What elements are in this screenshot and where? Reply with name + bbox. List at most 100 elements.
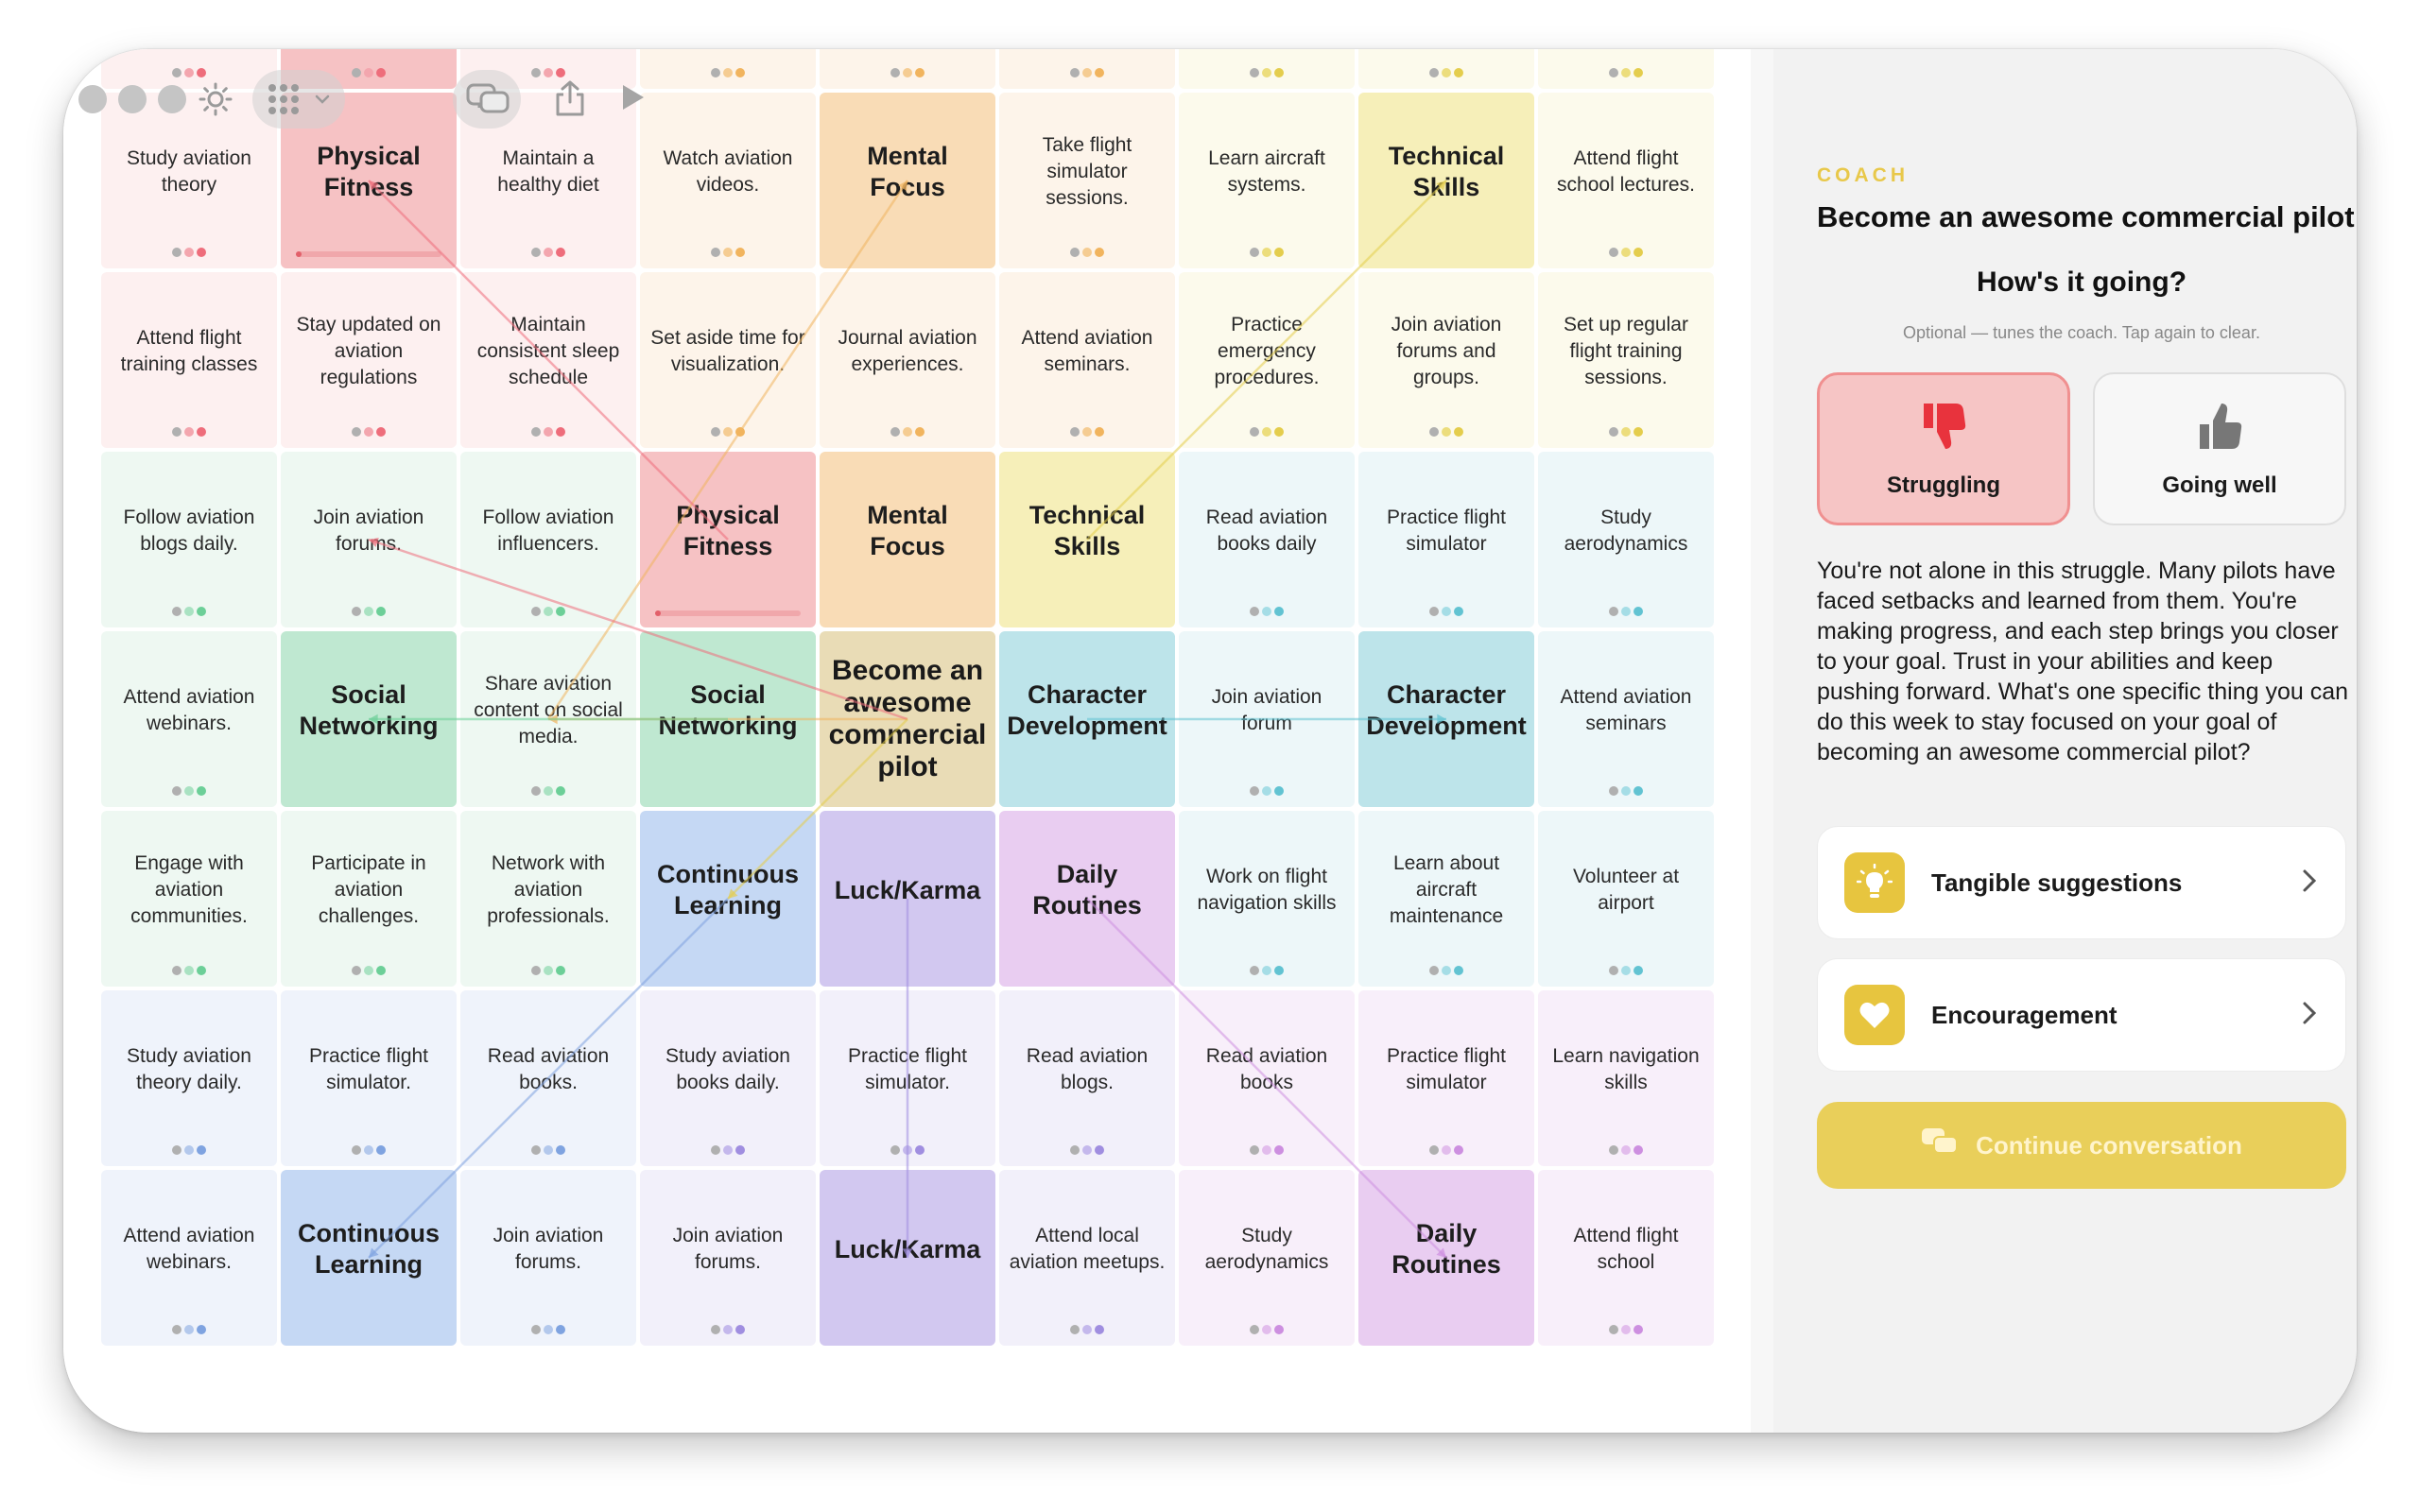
status-dots[interactable] (531, 248, 565, 257)
category-cell[interactable]: Luck/Karma (820, 1170, 995, 1346)
tangible-suggestions-button[interactable]: Tangible suggestions (1817, 826, 2346, 939)
status-dots[interactable] (1070, 1325, 1104, 1334)
task-cell[interactable]: Attend local aviation meetups. (999, 1170, 1175, 1346)
category-cell[interactable]: Continuous Learning (281, 1170, 457, 1346)
status-dots[interactable] (1609, 1325, 1643, 1334)
task-cell[interactable]: Practice navigation skills. (1358, 49, 1534, 89)
status-dots[interactable] (1609, 68, 1643, 77)
encouragement-button[interactable]: Encouragement (1817, 958, 2346, 1072)
chat-button[interactable] (453, 70, 521, 129)
category-cell[interactable]: Daily Routines (999, 811, 1175, 987)
status-dots[interactable] (352, 966, 386, 975)
task-cell[interactable]: Read aviation books. (999, 49, 1175, 89)
category-cell[interactable]: Social Networking (281, 631, 457, 807)
task-cell[interactable]: Practice flight simulator. (820, 990, 995, 1166)
category-cell[interactable]: Continuous Learning (640, 811, 816, 987)
task-cell[interactable]: Study aerodynamics (1538, 452, 1714, 627)
status-dots[interactable] (172, 786, 206, 796)
category-cell[interactable]: Mental Focus (820, 93, 995, 268)
task-cell[interactable]: Attend aviation webinars. (101, 1170, 277, 1346)
status-dots[interactable] (352, 68, 386, 77)
task-cell[interactable]: Attend aviation seminars (1538, 631, 1714, 807)
status-dots[interactable] (711, 427, 745, 437)
status-dots[interactable] (172, 68, 206, 77)
status-dots[interactable] (1250, 786, 1284, 796)
task-cell[interactable]: Complete online flight simulation. (1538, 49, 1714, 89)
task-cell[interactable]: Read aviation books. (460, 990, 636, 1166)
status-dots[interactable] (531, 1145, 565, 1155)
status-dots[interactable] (1250, 248, 1284, 257)
status-dots[interactable] (172, 607, 206, 616)
status-dots[interactable] (1429, 607, 1463, 616)
task-cell[interactable]: Attend aviation webinars. (101, 631, 277, 807)
task-cell[interactable]: Study aerodynamics (1179, 1170, 1355, 1346)
status-dots[interactable] (531, 786, 565, 796)
task-cell[interactable]: Learn about aircraft maintenance (1358, 811, 1534, 987)
task-cell[interactable]: Join aviation forums. (640, 1170, 816, 1346)
task-cell[interactable]: Study aviation books daily. (640, 990, 816, 1166)
status-dots[interactable] (531, 966, 565, 975)
task-cell[interactable]: Follow aviation influencers. (460, 452, 636, 627)
center-goal-cell[interactable]: Become an awesome commercial pilot (820, 631, 995, 807)
category-cell[interactable]: Technical Skills (999, 452, 1175, 627)
status-dots[interactable] (1250, 1145, 1284, 1155)
task-cell[interactable]: Practice flight simulator. (281, 990, 457, 1166)
task-cell[interactable]: Work on flight navigation skills (1179, 811, 1355, 987)
continue-conversation-button[interactable]: Continue conversation (1817, 1102, 2346, 1189)
category-cell[interactable]: Mental Focus (820, 452, 995, 627)
status-dots[interactable] (352, 607, 386, 616)
task-cell[interactable]: Learn aircraft systems. (1179, 93, 1355, 268)
status-dots[interactable] (890, 1145, 925, 1155)
status-dots[interactable] (711, 1325, 745, 1334)
category-cell[interactable]: Luck/Karma (820, 811, 995, 987)
task-cell[interactable]: Take flight simulator sessions. (999, 93, 1175, 268)
task-cell[interactable]: Stay updated on aviation regulations (281, 272, 457, 448)
task-cell[interactable]: Participate in aviation challenges. (281, 811, 457, 987)
task-cell[interactable]: Practice flight simulator (1358, 452, 1534, 627)
status-dots[interactable] (531, 68, 565, 77)
status-dots[interactable] (172, 1325, 206, 1334)
status-dots[interactable] (1609, 248, 1643, 257)
status-dots[interactable] (1250, 1325, 1284, 1334)
window-close-button[interactable] (78, 85, 107, 113)
task-cell[interactable]: Study aviation theory daily. (101, 990, 277, 1166)
sun-icon[interactable] (194, 77, 237, 121)
task-cell[interactable]: Read aviation blogs. (999, 990, 1175, 1166)
task-cell[interactable]: Run 30 minutes daily (101, 49, 277, 89)
status-dots[interactable] (1070, 68, 1104, 77)
task-cell[interactable]: Practice flight simulator (1358, 990, 1534, 1166)
task-cell[interactable]: Share aviation content on social media. (460, 631, 636, 807)
task-cell[interactable]: Join aviation forums. (460, 1170, 636, 1346)
status-dots[interactable] (1250, 68, 1284, 77)
task-cell[interactable]: Read aviation books daily (1179, 452, 1355, 627)
task-cell[interactable]: Set aside time for visualization. (640, 272, 816, 448)
going-well-button[interactable]: Going well (2093, 372, 2346, 525)
status-dots[interactable] (1250, 607, 1284, 616)
task-cell[interactable]: Read aviation books (1179, 990, 1355, 1166)
task-cell[interactable]: Practice meditation for 10 minutes. (820, 49, 995, 89)
status-dots[interactable] (1429, 966, 1463, 975)
category-cell[interactable]: Daily Routines (1358, 1170, 1534, 1346)
share-icon[interactable] (544, 72, 596, 125)
status-dots[interactable] (1429, 427, 1463, 437)
status-dots[interactable] (1609, 786, 1643, 796)
task-cell[interactable]: Join aviation forum (1179, 631, 1355, 807)
status-dots[interactable] (172, 427, 206, 437)
category-cell[interactable]: Social Networking (640, 631, 816, 807)
task-cell[interactable]: Maintain consistent sleep schedule (460, 272, 636, 448)
status-dots[interactable] (1250, 427, 1284, 437)
status-dots[interactable] (890, 68, 925, 77)
grid-view-button[interactable] (252, 70, 345, 129)
status-dots[interactable] (172, 248, 206, 257)
task-cell[interactable]: Attend flight school (1538, 1170, 1714, 1346)
task-cell[interactable]: Attend flight training classes (101, 272, 277, 448)
category-cell[interactable]: Technical Skills (1358, 93, 1534, 268)
status-dots[interactable] (352, 1145, 386, 1155)
task-cell[interactable]: Learn navigation skills (1538, 990, 1714, 1166)
task-cell[interactable]: Attend flight school lectures. (1538, 93, 1714, 268)
status-dots[interactable] (711, 248, 745, 257)
status-dots[interactable] (1609, 427, 1643, 437)
task-cell[interactable]: Study aviation theory (101, 93, 277, 268)
status-dots[interactable] (531, 427, 565, 437)
task-cell[interactable]: Join aviation forums. (281, 452, 457, 627)
